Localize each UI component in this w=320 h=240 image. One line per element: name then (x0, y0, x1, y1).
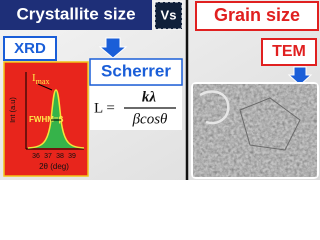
tem-box (261, 38, 317, 66)
down-arrow (287, 66, 313, 86)
thumbnail: Crystallite size Vs Grain size XRD TEM I… (0, 0, 320, 180)
x-tick-label: 38 (56, 153, 64, 160)
xrd-label: XRD (14, 40, 46, 57)
x-tick-label: 39 (68, 153, 76, 160)
vs-box (154, 1, 183, 30)
peak-area (28, 90, 84, 148)
plot-panel (3, 61, 89, 177)
tem-label: TEM (272, 43, 306, 60)
x-tick-label: 36 (32, 153, 40, 160)
grain-boundary (239, 97, 301, 151)
imax-label: Imax (32, 72, 49, 86)
vs-label: Vs (161, 7, 177, 22)
y-axis-label: Int (a.u) (8, 97, 17, 123)
scherrer-box (89, 58, 183, 86)
formula-numerator: kλ (142, 89, 157, 105)
xrd-box (3, 36, 57, 61)
x-tick-label: 37 (44, 153, 52, 160)
right-title: Grain size (214, 5, 300, 25)
fwhm-label: FWHM=β (29, 115, 64, 124)
right-title-box (195, 1, 319, 31)
scherrer-label: Scherrer (101, 61, 171, 80)
imax-pointer (37, 83, 53, 91)
tem-texture (193, 84, 317, 177)
x-axis-label: 2θ (deg) (39, 162, 69, 171)
down-arrow (98, 37, 128, 59)
peak-curve (27, 89, 85, 149)
formula-denominator: βcosθ (132, 111, 168, 127)
grain-boundary (199, 90, 230, 125)
left-title-box (0, 0, 152, 30)
left-title: Crystallite size (16, 4, 135, 23)
formula-lhs: L = (94, 100, 115, 116)
